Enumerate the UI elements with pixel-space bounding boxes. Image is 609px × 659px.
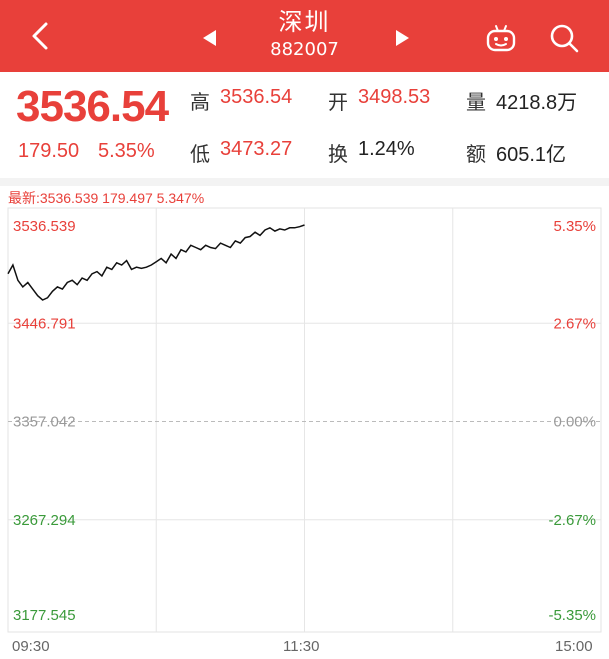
x-tick-label: 09:30: [12, 638, 50, 655]
chart-grid: [7, 207, 602, 633]
volume-value: 4218.8万: [496, 92, 578, 114]
search-icon[interactable]: [548, 22, 580, 54]
y-tick-label-left: 3536.539: [13, 218, 76, 235]
y-tick-label-right: 0.00%: [553, 414, 596, 431]
section-divider: [0, 178, 609, 186]
turnover-label: 换: [328, 142, 348, 166]
title-block: 深圳 882007: [180, 6, 429, 68]
x-tick-label: 11:30: [283, 638, 320, 655]
next-stock-icon[interactable]: [392, 28, 412, 48]
intraday-chart[interactable]: 3536.539 5.35% 3446.791 2.67% 3357.042 0.00% 3…: [0, 205, 609, 635]
y-tick-label-left: 3357.042: [13, 414, 76, 431]
turnover-value: 1.24%: [358, 138, 415, 160]
amount-value: 605.1亿: [496, 144, 567, 166]
y-axis-labels: 3536.539 5.35% 3446.791 2.67% 3357.042 0.00% 3…: [13, 218, 596, 624]
current-price: 3536.54: [16, 82, 169, 131]
back-icon[interactable]: [22, 18, 58, 54]
price-change: 179.50: [18, 140, 80, 162]
open-value: 3498.53: [358, 86, 431, 108]
latest-readout: 最新:3536.539 179.497 5.347%: [8, 190, 205, 206]
volume-label: 量: [466, 90, 486, 114]
amount-label: 额: [466, 142, 486, 166]
top-bar: 深圳 882007: [0, 0, 609, 72]
prev-stock-icon[interactable]: [200, 28, 220, 48]
y-tick-label-right: -2.67%: [548, 512, 596, 529]
price-change-pct: 5.35%: [98, 140, 155, 162]
y-tick-label-left: 3177.545: [13, 607, 76, 624]
high-label: 高: [190, 90, 210, 114]
y-tick-label-right: 5.35%: [553, 218, 596, 235]
price-line: [7, 224, 305, 301]
x-tick-label: 15:00: [555, 638, 593, 655]
y-tick-label-left: 3267.294: [13, 512, 76, 529]
open-label: 开: [328, 90, 348, 114]
y-tick-label-right: 2.67%: [553, 315, 596, 332]
robot-icon[interactable]: [485, 22, 517, 54]
quote-panel: 3536.54 179.50 5.35% 高 3536.54 开 3498.53…: [0, 72, 609, 180]
index-code: 882007: [270, 39, 339, 60]
y-tick-label-left: 3446.791: [13, 315, 76, 332]
low-value: 3473.27: [220, 138, 293, 160]
low-label: 低: [190, 142, 210, 166]
high-value: 3536.54: [220, 86, 293, 108]
y-tick-label-right: -5.35%: [548, 607, 596, 624]
page-title: 深圳: [278, 8, 331, 36]
